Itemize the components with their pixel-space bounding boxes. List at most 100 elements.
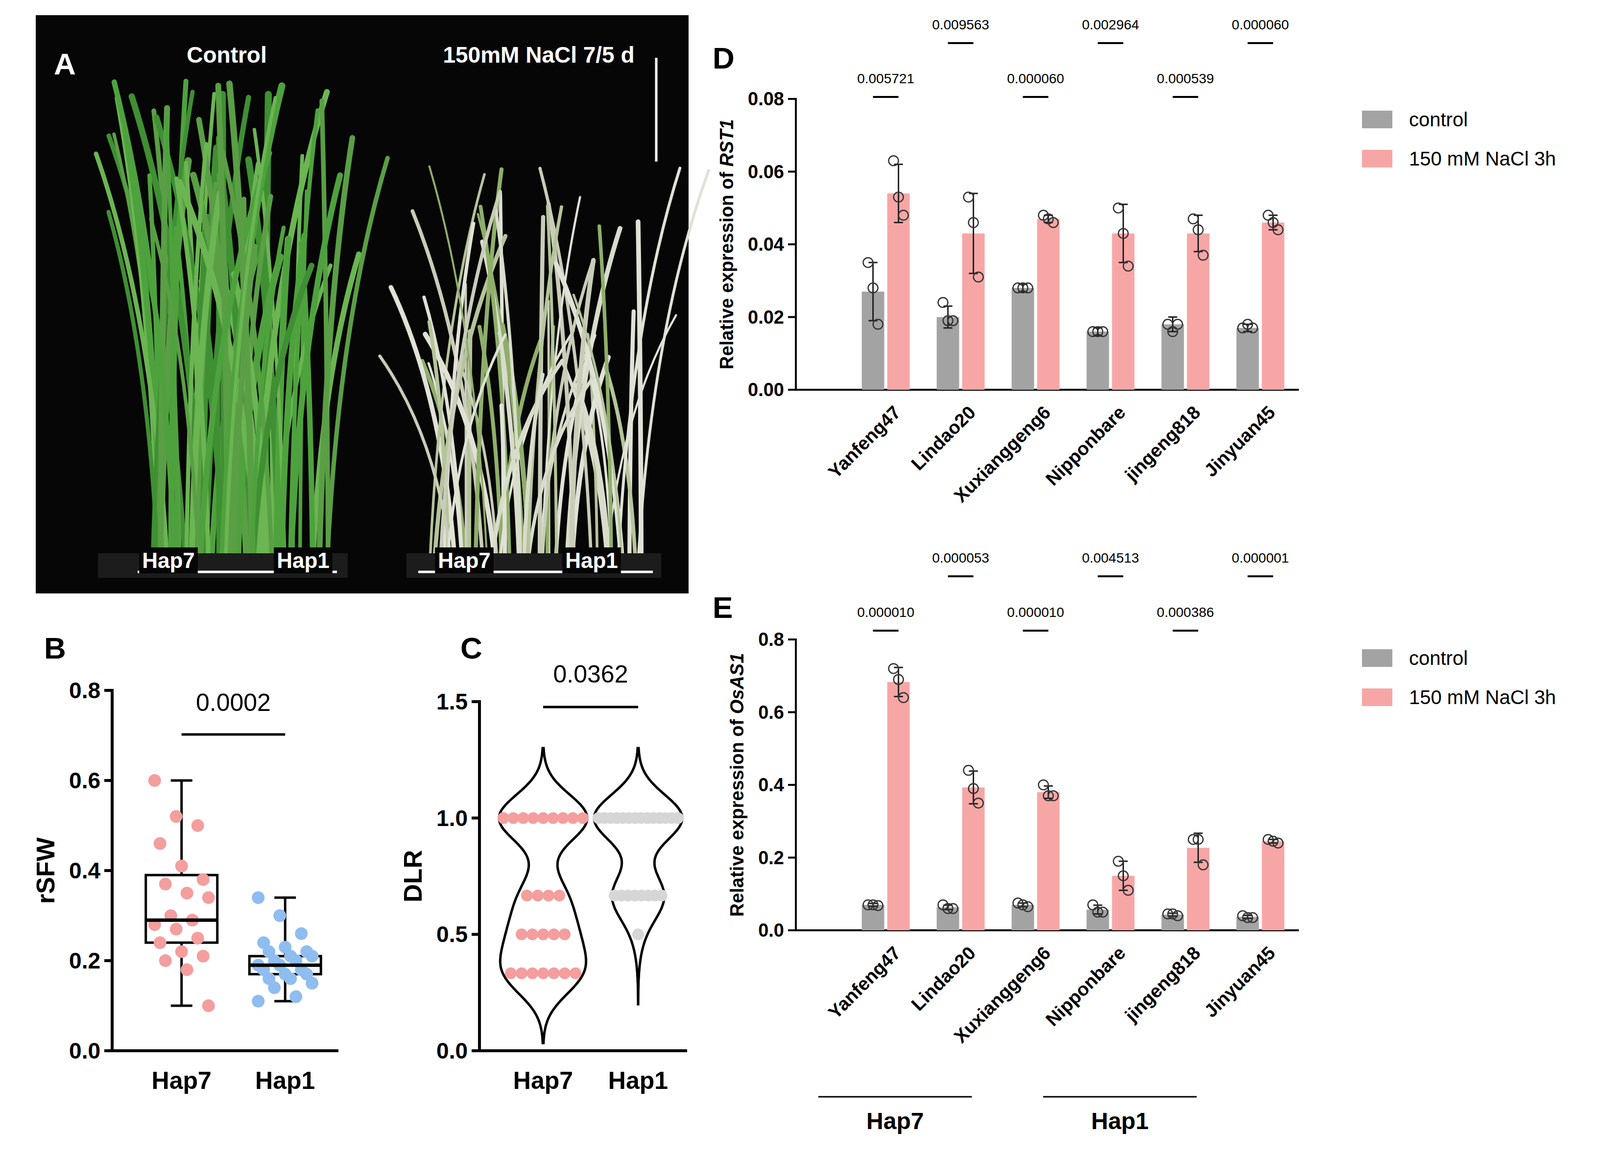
y-tick-label: 0.02: [747, 307, 785, 328]
y-tick: [471, 1049, 480, 1053]
p-value: 0.000010: [1006, 604, 1065, 621]
photo-title: 150mM NaCl 7/5 d: [442, 42, 635, 68]
p-value: 0.000060: [1006, 71, 1065, 87]
p-value: 0.0362: [553, 660, 629, 689]
data-point: [526, 928, 539, 941]
y-tick: [788, 316, 796, 319]
label-patch: [273, 547, 333, 574]
data-point: [251, 995, 265, 1008]
panel-label: C: [460, 631, 483, 666]
plant-leaf: [495, 207, 521, 559]
y-tick: [788, 638, 796, 641]
x-tick-label: Xuxianggeng6: [950, 942, 1055, 1048]
data-point: [537, 928, 550, 941]
bar: [1037, 218, 1060, 390]
y-tick: [788, 243, 796, 246]
error-bar: [947, 306, 949, 329]
plant-leaf: [440, 191, 501, 559]
data-point: [180, 886, 194, 900]
panel-label: B: [44, 631, 67, 666]
data-point: [251, 891, 265, 905]
y-tick: [788, 711, 796, 714]
plant-leaf: [618, 167, 680, 559]
replicate-point: [888, 663, 899, 674]
x-tick-label: Yanfeng47: [824, 402, 905, 483]
legend-label: 150 mM NaCl 3h: [1408, 686, 1556, 709]
y-axis-line: [477, 701, 481, 1051]
data-point: [148, 774, 162, 788]
plant-leaf: [527, 207, 562, 559]
y-tick: [104, 869, 113, 873]
legend-swatch: [1361, 149, 1393, 168]
x-tick-label: Hap1: [608, 1067, 669, 1095]
replicate-point: [1193, 224, 1204, 235]
legend-label: 150 mM NaCl 3h: [1408, 147, 1556, 170]
plant-leaf: [447, 334, 506, 559]
replicate-point: [1087, 900, 1098, 910]
y-axis-title: Relative expression of OsAS1: [726, 653, 748, 918]
replicate-point: [893, 674, 904, 685]
box: [145, 875, 218, 943]
replicate-point: [973, 798, 984, 809]
plant-leaf: [290, 175, 340, 559]
replicate-point: [948, 315, 958, 326]
data-point: [180, 963, 194, 977]
plant-leaf: [114, 82, 175, 559]
replicate-point: [1048, 790, 1059, 801]
legend-label: control: [1408, 647, 1468, 669]
data-point: [169, 923, 183, 936]
replicate-point: [1123, 261, 1134, 272]
significance-bracket: [1098, 42, 1124, 45]
plant-leaf: [380, 356, 452, 559]
y-tick: [788, 388, 796, 391]
data-point: [159, 954, 172, 968]
y-tick-label: 0.4: [69, 858, 101, 884]
data-point: [521, 889, 533, 902]
x-axis-line: [112, 1049, 337, 1053]
y-title-part: Relative expression of: [716, 167, 738, 370]
label-patch: [562, 547, 621, 574]
data-point: [632, 928, 645, 941]
replicate-point: [1247, 912, 1258, 923]
data-point: [655, 889, 668, 902]
bar: [936, 317, 960, 391]
y-title-part: Relative expression of: [726, 714, 748, 917]
replicate-point: [893, 191, 904, 202]
data-point: [284, 972, 297, 986]
axes: 0.00.51.01.5DLRC: [398, 631, 686, 1064]
replicate-point: [873, 901, 884, 911]
y-tick: [471, 816, 480, 820]
x-tick-label: Jinyuan45: [1200, 402, 1280, 481]
data-point: [504, 967, 517, 980]
legend-swatch: [1361, 649, 1393, 668]
x-tick-label: jingeng818: [1120, 402, 1205, 486]
y-tick-label: 0.4: [758, 774, 785, 796]
median: [145, 918, 218, 923]
data-point: [531, 889, 544, 902]
p-value: 0.009563: [931, 17, 990, 33]
bar: [1187, 233, 1210, 390]
data-point: [294, 927, 308, 941]
p-value: 0.000060: [1231, 17, 1290, 33]
y-tick: [788, 97, 796, 100]
replicate-point: [1198, 859, 1209, 870]
y-tick-label: 0.2: [758, 847, 785, 869]
x-tick-label: Xuxianggeng6: [950, 402, 1055, 507]
panel-label: A: [53, 47, 76, 81]
y-tick: [104, 689, 113, 693]
data-point: [175, 859, 189, 873]
data-point: [153, 837, 167, 851]
panel-label: D: [712, 41, 735, 75]
p-value: 0.000539: [1156, 71, 1215, 87]
y-tick-label: 1.0: [436, 805, 468, 832]
photo-background: [35, 15, 689, 594]
replicate-point: [948, 903, 958, 914]
y-tick-label: 0.08: [747, 88, 785, 110]
replicate-point: [1038, 780, 1049, 790]
legend-swatch: [1361, 110, 1393, 129]
replicate-point: [873, 319, 884, 330]
data-point: [289, 990, 303, 1004]
significance-bracket: [1247, 42, 1274, 45]
data-point: [558, 928, 571, 941]
photo-title: Control: [186, 42, 267, 68]
